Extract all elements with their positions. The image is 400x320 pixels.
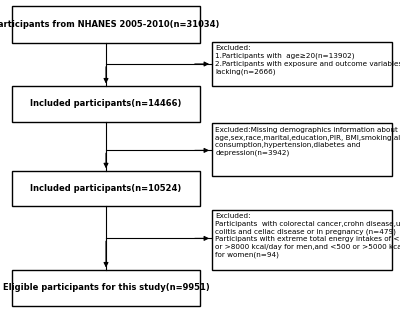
Bar	[212, 123, 392, 176]
Text: Eligible participants for this study(n=9951): Eligible participants for this study(n=9…	[3, 284, 209, 292]
Text: Included participants(n=10524): Included participants(n=10524)	[30, 184, 182, 193]
Bar	[12, 270, 200, 306]
Text: Excluded:
Participants  with colorectal cancer,crohn disease,ulcerative
colitis : Excluded: Participants with colorectal c…	[215, 213, 400, 258]
Text: Included participants(n=14466): Included participants(n=14466)	[30, 100, 182, 108]
Text: Excluded:Missing demographics information about
age,sex,race,marital,education,P: Excluded:Missing demographics informatio…	[215, 127, 400, 156]
Bar	[12, 171, 200, 206]
Text: Participants from NHANES 2005-2010(n=31034): Participants from NHANES 2005-2010(n=310…	[0, 20, 220, 29]
Bar	[212, 42, 392, 86]
Bar	[12, 86, 200, 122]
Bar	[12, 6, 200, 43]
Text: Excluded:
1.Participants with  age≥20(n=13902)
2.Participants with exposure and : Excluded: 1.Participants with age≥20(n=1…	[215, 45, 400, 75]
Bar	[212, 210, 392, 270]
